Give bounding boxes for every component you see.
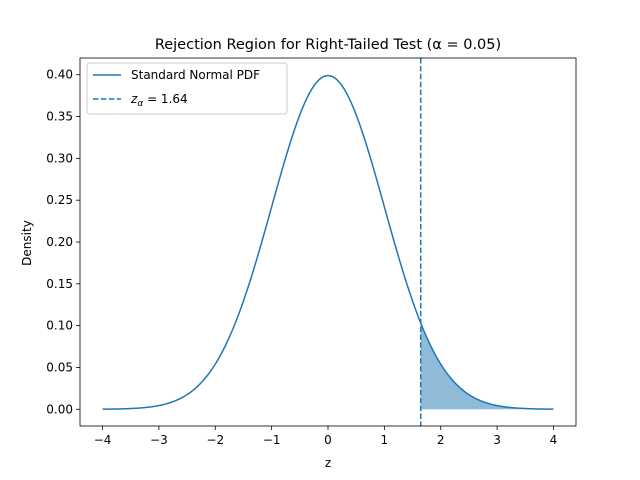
chart-title: Rejection Region for Right-Tailed Test (… [155,37,501,53]
x-tick-label: 0 [324,433,332,447]
legend: Standard Normal PDF zα = 1.64 [86,62,288,115]
y-tick-label: 0.25 [46,193,73,207]
legend-label-z: z [130,92,138,106]
x-tick-label: −1 [263,433,281,447]
y-axis-label: Density [20,220,34,266]
x-tick-label: 2 [437,433,445,447]
series-line-standard-normal-pdf [102,74,554,410]
y-tick-label: 0.40 [46,68,73,82]
plot-area [102,58,554,426]
y-tick-label: 0.05 [46,360,73,374]
y-axis: 0.00 0.05 0.10 0.15 0.20 0.25 0.30 0.35 0.40 [46,68,80,416]
legend-label-value: = 1.64 [143,92,187,106]
y-tick-label: 0.35 [46,110,73,124]
y-tick-label: 0.10 [46,319,73,333]
x-tick-label: −2 [206,433,224,447]
x-axis: −4 −3 −2 −1 0 1 2 3 4 [94,426,558,447]
rejection-region-shading [420,323,554,410]
legend-label-alpha-subscript: α [137,99,143,109]
y-tick-label: 0.30 [46,151,73,165]
x-axis-label: z [325,456,331,470]
y-tick-label: 0.20 [46,235,73,249]
x-tick-label: 3 [493,433,501,447]
x-tick-label: 1 [381,433,389,447]
y-tick-label: 0.15 [46,277,73,291]
legend-label-critical-value: zα = 1.64 [130,92,188,109]
legend-label-standard-normal-pdf: Standard Normal PDF [131,68,260,82]
x-tick-label: −4 [94,433,112,447]
x-tick-label: 4 [550,433,558,447]
legend-box [86,62,288,115]
y-tick-label: 0.00 [46,402,73,416]
x-tick-label: −3 [150,433,168,447]
